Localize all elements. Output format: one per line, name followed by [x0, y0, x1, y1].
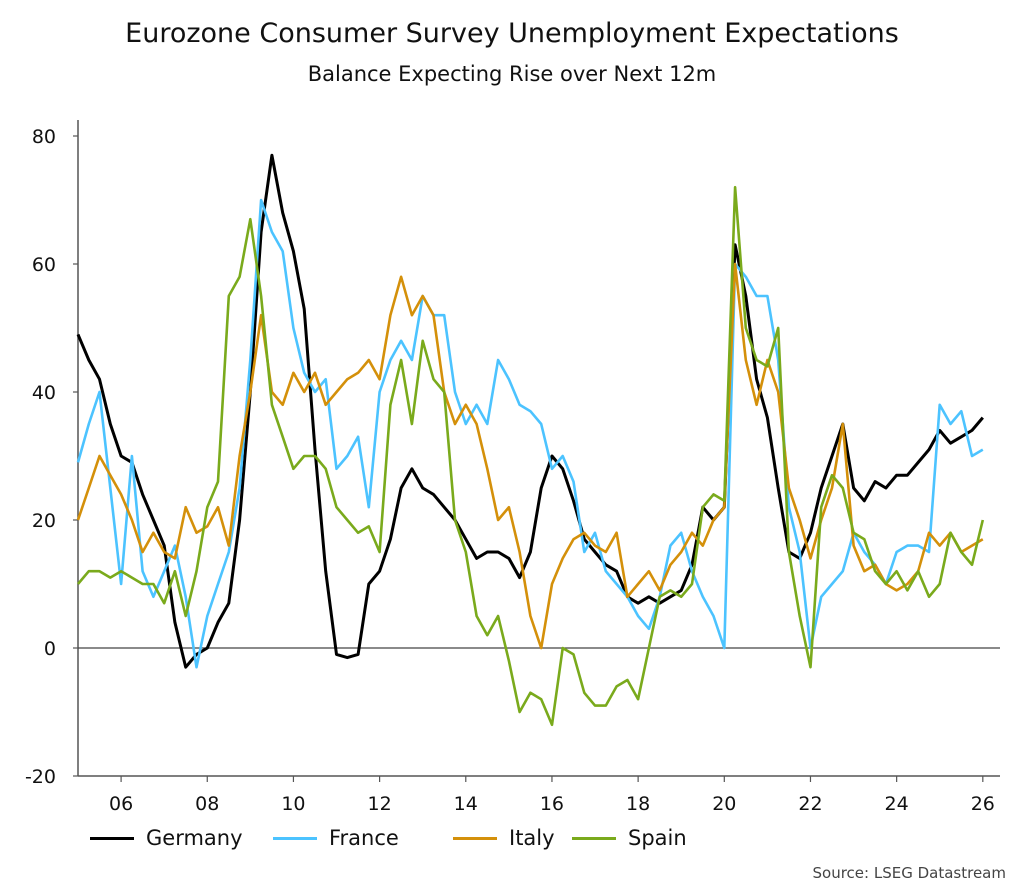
series-line-spain	[77, 185, 985, 727]
y-tick-label: 0	[44, 638, 56, 660]
x-tick-label: 12	[368, 793, 392, 815]
y-tick-label: 60	[32, 254, 56, 276]
x-tick-label: 08	[195, 793, 219, 815]
source-note: Source: LSEG Datastream	[812, 864, 1006, 882]
x-tick-label: 20	[712, 793, 736, 815]
x-tick-label: 26	[971, 793, 995, 815]
legend-label: Italy	[509, 826, 555, 850]
y-tick-label: 20	[32, 510, 56, 532]
legend-swatch	[453, 836, 497, 840]
chart-subtitle: Balance Expecting Rise over Next 12m	[307, 62, 717, 86]
x-tick-label: 06	[109, 793, 133, 815]
legend-label: Spain	[628, 826, 687, 850]
x-tick-label: 16	[540, 793, 564, 815]
legend-label: France	[329, 826, 399, 850]
series-line-italy	[76, 262, 984, 650]
legend-item-germany: Germany	[90, 826, 243, 850]
series-line-germany	[76, 153, 984, 669]
x-tick-label: 24	[885, 793, 909, 815]
legend-item-france: France	[273, 826, 399, 850]
legend-item-spain: Spain	[572, 826, 687, 850]
chart-title: Eurozone Consumer Survey Unemployment Ex…	[125, 18, 899, 49]
x-tick-label: 18	[626, 793, 650, 815]
x-tick-label: 14	[454, 793, 478, 815]
legend-swatch	[273, 836, 317, 840]
legend-swatch	[572, 836, 616, 840]
x-tick-label: 10	[281, 793, 305, 815]
x-tick-label: 22	[798, 793, 822, 815]
y-tick-label: -20	[25, 766, 56, 788]
series-line-france	[76, 198, 984, 669]
legend-item-italy: Italy	[453, 826, 555, 850]
legend-swatch	[90, 836, 134, 840]
y-tick-label: 80	[32, 126, 56, 148]
y-tick-label: 40	[32, 382, 56, 404]
legend-label: Germany	[146, 826, 243, 850]
